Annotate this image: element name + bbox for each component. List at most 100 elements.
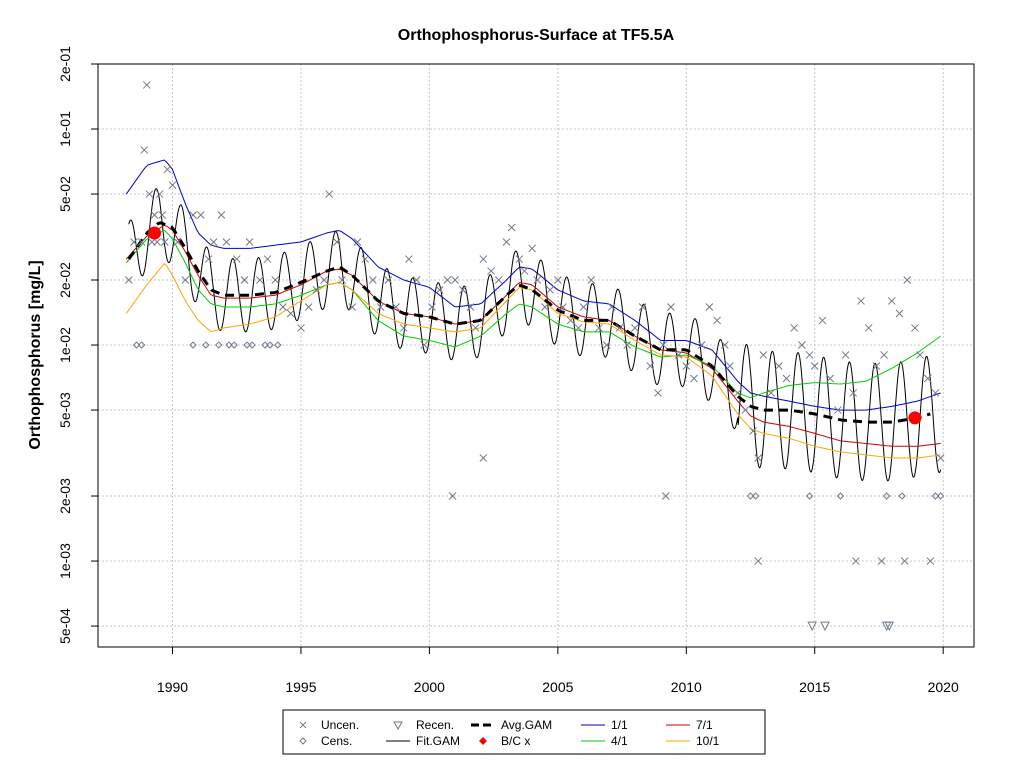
uncensored-point [155, 190, 164, 198]
uncensored-point-stroke [533, 276, 542, 284]
x-tick-label: 1990 [157, 679, 188, 695]
uncensored-point [900, 557, 909, 565]
uncensored-point-stroke [864, 324, 873, 332]
censored-point [132, 341, 141, 349]
uncensored-point [826, 374, 834, 383]
uncensored-point [168, 181, 177, 189]
uncensored-point-stroke [916, 351, 924, 359]
uncensored-point [877, 557, 886, 565]
uncensored-point [559, 303, 567, 311]
censored-point [936, 492, 945, 500]
censored-point [248, 341, 256, 349]
uncensored-point-stroke [412, 276, 421, 284]
uncensored-point [150, 211, 159, 219]
uncensored-point [857, 297, 865, 305]
uncensored-point [805, 351, 814, 359]
uncensored-point [587, 276, 596, 284]
uncensored-point [782, 374, 791, 383]
uncensored-point-stroke [448, 492, 457, 500]
uncensored-point-stroke [541, 303, 549, 311]
uncensored-point-stroke [682, 362, 691, 370]
uncensored-point [471, 324, 480, 332]
uncensored-point-stroke [895, 309, 904, 318]
uncensored-point-stroke [833, 406, 842, 414]
uncensored-point [733, 389, 742, 397]
x-tick-label: 2015 [799, 679, 830, 695]
y-axis-label: Orthophosphorus [mg/L] [27, 260, 44, 449]
uncensored-point [713, 316, 721, 325]
uncensored-point-stroke [713, 316, 721, 325]
uncensored-point [479, 454, 488, 462]
uncensored-point-stroke [458, 286, 467, 294]
uncensored-point [384, 276, 393, 284]
uncensored-point [911, 324, 919, 332]
uncensored-point-stroke [559, 303, 567, 311]
uncensored-point-stroke [286, 309, 295, 318]
censored-point [746, 492, 755, 500]
censored-point [202, 341, 210, 349]
legend-symbol-stroke [299, 721, 307, 729]
uncensored-point-stroke [494, 276, 503, 284]
legend-symbol-shape [393, 721, 403, 731]
uncensored-point [181, 276, 190, 284]
uncensored-point [851, 557, 860, 565]
y-tick-label: 2e-02 [57, 262, 73, 298]
uncensored-point [926, 557, 935, 565]
uncensored-point [515, 255, 524, 263]
uncensored-point-stroke [631, 324, 639, 332]
uncensored-point-stroke [553, 276, 562, 284]
x-tick-label: 2020 [928, 679, 959, 695]
uncensored-point-stroke [240, 276, 249, 284]
uncensored-point [304, 303, 313, 311]
censored-point [836, 492, 845, 500]
uncensored-point [271, 276, 280, 284]
uncensored-point [726, 362, 734, 370]
uncensored-point [173, 238, 182, 246]
series-layer [125, 159, 942, 482]
uncensored-point-stroke [404, 255, 413, 263]
uncensored-point-stroke [155, 190, 164, 198]
uncensored-point [232, 255, 241, 263]
y-tick-label: 2e-03 [57, 478, 73, 514]
uncensored-point [872, 362, 881, 370]
uncensored-point-stroke [805, 351, 814, 359]
uncensored-point-stroke [384, 276, 393, 284]
uncensored-point [705, 303, 714, 311]
uncensored-point [674, 351, 683, 359]
uncensored-point [404, 255, 413, 263]
uncensored-point-stroke [137, 238, 146, 246]
uncensored-point-stroke [353, 238, 362, 246]
x-tick-label: 2010 [671, 679, 702, 695]
uncensored-point [443, 276, 452, 284]
uncensored-point-stroke [325, 190, 334, 198]
uncensored-point-stroke [320, 276, 328, 284]
uncensored-point-stroke [487, 267, 495, 275]
uncensored-point-stroke [150, 211, 159, 219]
legend-symbol-recen [393, 721, 403, 731]
uncensored-point [754, 454, 763, 462]
x-tick-label: 1995 [285, 679, 316, 695]
uncensored-point [880, 351, 888, 359]
uncensored-point-stroke [602, 341, 611, 349]
uncensored-point [615, 324, 624, 332]
legend-label-cens: Cens. [321, 734, 352, 748]
uncensored-point-stroke [130, 238, 138, 246]
uncensored-point-stroke [659, 341, 668, 349]
uncensored-point-stroke [697, 341, 706, 349]
uncensored-point-stroke [435, 286, 444, 294]
uncensored-point-stroke [399, 324, 408, 332]
uncensored-point-stroke [595, 324, 603, 332]
uncensored-point-stroke [661, 492, 670, 500]
uncensored-point [923, 374, 932, 383]
uncensored-point-stroke [520, 267, 529, 275]
uncensored-point [631, 324, 639, 332]
uncensored-point-stroke [502, 238, 511, 246]
uncensored-point [553, 276, 562, 284]
recensored-point [884, 621, 895, 632]
uncensored-point [412, 276, 421, 284]
uncensored-point-stroke [754, 557, 763, 565]
uncensored-point-stroke [615, 324, 624, 332]
uncensored-point-stroke [903, 276, 912, 284]
uncensored-point-stroke [163, 165, 172, 174]
uncensored-point [353, 238, 362, 246]
